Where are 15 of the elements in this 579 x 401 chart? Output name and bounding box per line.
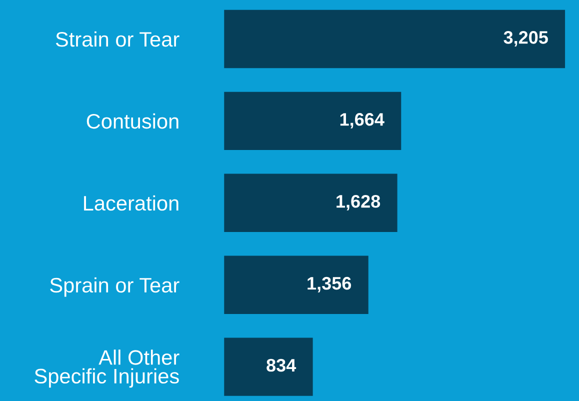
bar — [224, 10, 566, 68]
bar — [224, 338, 313, 396]
y-tick-label: Laceration — [84, 195, 178, 211]
data-label: 3,205 — [504, 31, 548, 46]
y-tick-label: All Other Specific Injuries — [34, 350, 180, 388]
data-label: 1,356 — [308, 276, 352, 292]
data-label: 1,664 — [340, 113, 384, 128]
data-label: 834 — [266, 358, 296, 372]
bar — [224, 256, 368, 314]
y-tick-label: Sprain or Tear — [50, 277, 180, 297]
data-label: 1,628 — [336, 194, 380, 210]
y-tick-label: Strain or Tear — [56, 31, 180, 47]
bar — [224, 92, 402, 150]
y-tick-label: Contusion — [86, 113, 178, 129]
bar — [224, 174, 398, 232]
